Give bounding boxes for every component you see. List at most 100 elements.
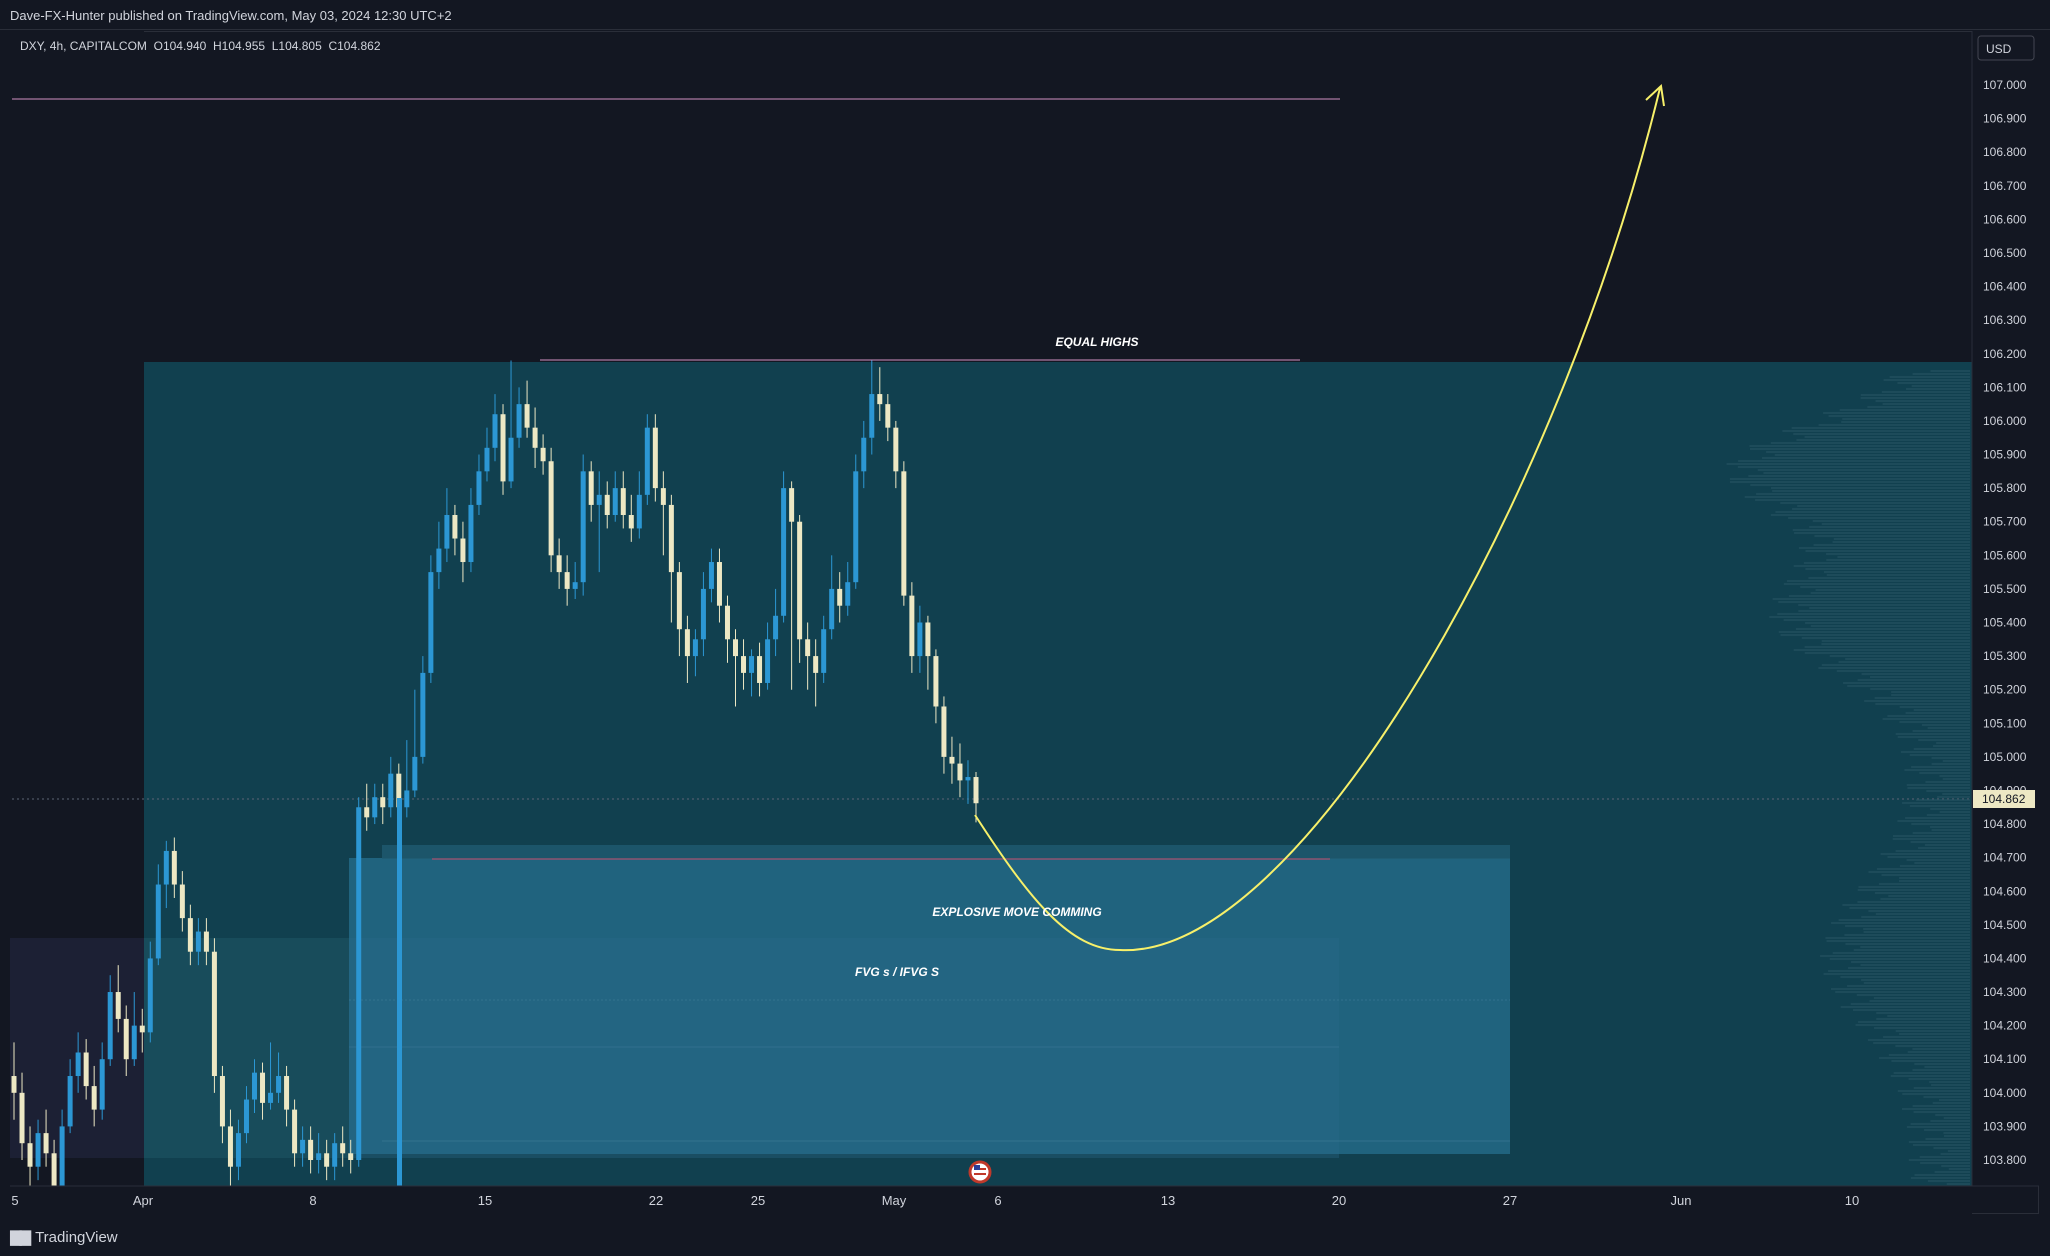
currency-button-label: USD xyxy=(1986,42,2012,56)
candle-bullish xyxy=(131,1025,137,1060)
publish-info: Dave-FX-Hunter published on TradingView.… xyxy=(10,8,452,23)
volume-profile-bar xyxy=(1882,718,1970,720)
candle-bullish xyxy=(276,1076,282,1093)
candle-bullish xyxy=(268,1092,274,1103)
volume-profile-bar xyxy=(1729,481,1970,483)
time-tick-label: 6 xyxy=(994,1193,1001,1208)
volume-profile-bar xyxy=(1797,505,1970,507)
volume-profile-bar xyxy=(1943,1117,1970,1119)
volume-profile-bar xyxy=(1914,862,1970,864)
candle-bearish xyxy=(171,850,177,885)
candle-bearish xyxy=(284,1076,290,1110)
volume-profile-bar xyxy=(1777,613,1970,615)
candle-bullish xyxy=(468,504,474,563)
volume-profile-bar xyxy=(1908,1159,1970,1161)
volume-profile-bar xyxy=(1772,598,1970,600)
volume-profile-bar xyxy=(1873,1042,1970,1044)
candle-bullish xyxy=(749,656,755,673)
price-tick-label: 105.200 xyxy=(1983,683,2027,697)
volume-profile-bar xyxy=(1942,778,1970,780)
volume-profile-bar xyxy=(1908,1078,1970,1080)
candle-bullish xyxy=(853,471,859,583)
candle-bearish xyxy=(548,461,554,556)
volume-profile-bar xyxy=(1880,853,1970,855)
volume-profile-bar xyxy=(1931,763,1970,765)
volume-profile-bar xyxy=(1749,448,1970,450)
volume-profile-bar xyxy=(1857,889,1970,891)
price-tick-label: 104.500 xyxy=(1983,918,2027,932)
volume-profile-bar xyxy=(1838,919,1970,921)
volume-profile-bar xyxy=(1869,1000,1970,1002)
volume-profile-bar xyxy=(1891,694,1970,696)
price-tick-label: 105.500 xyxy=(1983,582,2027,596)
candle-bullish xyxy=(596,494,602,505)
volume-profile-bar xyxy=(1750,484,1970,486)
candle-bearish xyxy=(500,414,506,482)
candle-bullish xyxy=(765,639,771,683)
volume-profile-bar xyxy=(1910,841,1970,843)
candle-bearish xyxy=(668,504,674,573)
candle-bullish xyxy=(59,1126,65,1194)
candle-bearish xyxy=(211,951,217,1077)
volume-profile-bar xyxy=(1863,931,1970,933)
legend-close: C104.862 xyxy=(328,39,381,53)
volume-profile-bar xyxy=(1801,637,1970,639)
time-tick-label: 10 xyxy=(1845,1193,1859,1208)
volume-profile-bar xyxy=(1836,670,1970,672)
volume-profile-bar xyxy=(1881,391,1970,393)
volume-profile-bar xyxy=(1912,1105,1970,1107)
volume-profile-bar xyxy=(1832,541,1970,543)
tradingview-brand[interactable]: ▇▇ TradingView xyxy=(10,1228,118,1247)
candle-bearish xyxy=(556,555,562,573)
volume-profile-bar xyxy=(1782,430,1970,432)
volume-profile-bar xyxy=(1843,682,1970,684)
volume-profile-bar xyxy=(1832,952,1970,954)
candle-bearish xyxy=(27,1143,33,1167)
volume-profile-bar xyxy=(1906,784,1970,786)
volume-profile-bar xyxy=(1935,1114,1970,1116)
volume-profile-bar xyxy=(1891,1060,1970,1062)
volume-profile-bar xyxy=(1820,955,1970,957)
volume-profile-bar xyxy=(1831,922,1970,924)
volume-profile-bar xyxy=(1926,814,1970,816)
candle-bearish xyxy=(452,515,458,539)
volume-profile-bar xyxy=(1772,490,1970,492)
candle-bearish xyxy=(604,494,610,515)
current-price-label: 104.862 xyxy=(1982,792,2026,806)
volume-profile-bar xyxy=(1911,823,1970,825)
currency-button[interactable] xyxy=(1977,35,2035,61)
volume-profile-bar xyxy=(1757,469,1970,471)
price-tick-label: 104.700 xyxy=(1983,851,2027,865)
volume-profile-bar xyxy=(1914,1174,1970,1176)
candle-bullish xyxy=(412,756,418,791)
candle-bearish xyxy=(724,605,730,640)
volume-profile-bar xyxy=(1870,688,1970,690)
price-axis[interactable] xyxy=(1972,31,2039,1186)
fvg-zone-top xyxy=(382,845,1510,859)
candle-bearish xyxy=(203,931,209,952)
volume-profile-bar xyxy=(1927,727,1970,729)
volume-profile-bar xyxy=(1805,622,1970,624)
volume-profile-bar xyxy=(1813,544,1970,546)
candle-bearish xyxy=(909,595,915,657)
volume-profile-bar xyxy=(1845,943,1970,945)
volume-profile-bar xyxy=(1778,601,1970,603)
volume-profile-bar xyxy=(1888,895,1970,897)
price-tick-label: 106.600 xyxy=(1983,212,2027,226)
volume-profile-bar xyxy=(1912,1048,1970,1050)
volume-profile-bar xyxy=(1826,559,1970,561)
candle-bearish xyxy=(789,488,795,522)
volume-profile-bar xyxy=(1948,1168,1970,1170)
volume-profile-bar xyxy=(1920,1162,1970,1164)
publish-header: Dave-FX-Hunter published on TradingView.… xyxy=(0,0,2050,30)
volume-profile-bar xyxy=(1804,436,1970,438)
candle-bullish xyxy=(404,790,410,808)
volume-profile-bar xyxy=(1901,1108,1970,1110)
volume-profile-bar xyxy=(1943,1135,1970,1137)
volume-profile-bar xyxy=(1821,643,1970,645)
volume-profile-bar xyxy=(1913,1087,1970,1089)
time-axis[interactable] xyxy=(10,1186,1972,1214)
volume-profile-bar xyxy=(1763,472,1970,474)
brand-text: TradingView xyxy=(35,1228,118,1246)
price-chart[interactable]: EQUAL HIGHS EXPLOSIVE MOVE COMMING FVG s… xyxy=(0,0,2050,1214)
